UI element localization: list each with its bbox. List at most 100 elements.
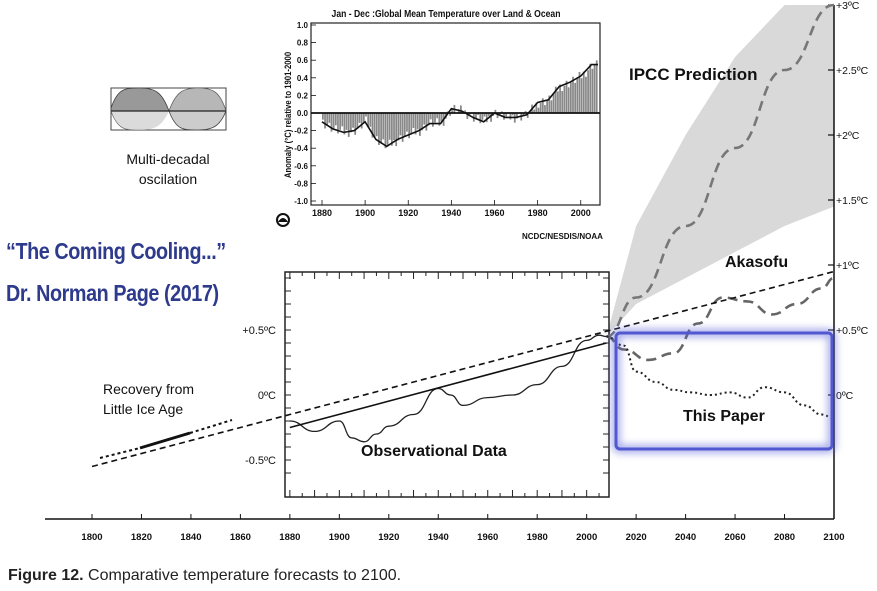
noaa-bar [347, 113, 350, 137]
noaa-bar [533, 109, 536, 113]
noaa-x-tick-label: 1900 [355, 208, 375, 218]
noaa-bar [509, 113, 512, 120]
observational-data-line [289, 334, 607, 443]
noaa-bar [358, 113, 361, 123]
noaa-bar [505, 113, 508, 117]
noaa-bar [468, 113, 471, 116]
noaa-bar [541, 98, 544, 113]
this-paper-label: This Paper [683, 408, 765, 425]
recovery-label-line1: Recovery from [103, 381, 194, 397]
noaa-bar [322, 113, 324, 120]
observational-trend-line [289, 342, 607, 429]
noaa-bars: 1.0 0.8 0.6 0.4 0.2 0.0 -0.2 -0.4 -0.6 -0.8 -1.0 18… [294, 21, 600, 218]
noaa-bar [576, 77, 579, 113]
noaa-bar [395, 113, 398, 147]
noaa-bar [526, 113, 529, 118]
noaa-bar [401, 113, 404, 142]
noaa-bar [345, 113, 348, 130]
noaa-bar [595, 60, 598, 113]
noaa-bar [587, 70, 589, 113]
noaa-bar [341, 113, 344, 127]
x-tick-label: 1940 [428, 532, 449, 543]
noaa-bar [565, 80, 568, 113]
noaa-bar [477, 113, 480, 115]
noaa-bar [352, 113, 354, 128]
noaa-bar [334, 113, 337, 126]
x-tick-label: 1900 [329, 532, 350, 543]
noaa-title: Jan - Dec :Global Mean Temperature over … [332, 8, 561, 19]
noaa-bar [535, 102, 538, 113]
noaa-bar [585, 76, 587, 113]
noaa-bar [593, 64, 596, 113]
right-tick-label: +0.5ºC [836, 325, 869, 337]
noaa-bar [589, 63, 592, 113]
noaa-bar [516, 113, 518, 119]
noaa-y-tick-label: 0.4 [297, 74, 309, 83]
caption-text: Comparative temperature forecasts to 210… [88, 567, 402, 584]
this-paper-highlight [614, 331, 834, 451]
figure-caption: Figure 12. Comparative temperature forec… [8, 567, 401, 585]
x-tick-label: 1880 [279, 532, 300, 543]
noaa-bar [408, 113, 411, 139]
noaa-bar [399, 113, 402, 136]
noaa-bar [339, 113, 342, 130]
noaa-bar [429, 113, 432, 120]
noaa-bar [414, 113, 417, 135]
noaa-bar [362, 113, 365, 123]
x-tick-label: 1920 [378, 532, 399, 543]
x-axis-ticks: 1800 1820 1840 1860 1880 1900 1920 1940 1960 1980… [81, 514, 845, 543]
noaa-bar [561, 91, 564, 113]
noaa-y-tick-label: 0.6 [297, 56, 309, 65]
noaa-bar [371, 113, 374, 138]
observational-inset [284, 271, 610, 498]
x-tick-label: 1820 [131, 532, 152, 543]
noaa-x-tick-label: 1920 [398, 208, 418, 218]
noaa-bar [365, 113, 367, 117]
akasofu-line [606, 276, 835, 362]
ipcc-prediction-line [606, 3, 835, 338]
series-layer [91, 3, 835, 468]
akasofu-label: Akasofu [725, 254, 788, 271]
noaa-bar [436, 113, 439, 119]
noaa-bar [483, 113, 486, 117]
observational-axis-ticks [285, 272, 609, 497]
noaa-bar [567, 87, 570, 113]
obs-y-tick-label: 0ºC [258, 390, 276, 402]
noaa-bar [524, 111, 527, 113]
noaa-bar [440, 113, 443, 122]
noaa-y-tick-label: 0.8 [297, 39, 309, 48]
noaa-bar [324, 113, 326, 129]
noaa-bar [537, 107, 540, 113]
noaa-bar [578, 71, 581, 113]
noaa-bar [554, 86, 557, 113]
noaa-bar [378, 113, 380, 146]
recovery-trend-segment [99, 419, 233, 459]
right-tick-label: +1.5ºC [836, 195, 869, 207]
noaa-bar [386, 113, 389, 146]
x-tick-label: 2040 [675, 532, 696, 543]
noaa-bar [330, 113, 333, 132]
noaa-bar [412, 113, 415, 128]
noaa-bar [384, 113, 387, 149]
noaa-bar [464, 110, 467, 113]
headline-author: Dr. Norman Page (2017) [6, 280, 219, 306]
observational-y-labels: +0.5ºC 0ºC -0.5ºC [242, 325, 276, 467]
obs-y-tick-label: +0.5ºC [242, 325, 276, 337]
noaa-bar [451, 108, 454, 113]
x-tick-label: 1840 [180, 532, 201, 543]
oscillation-icon [110, 87, 227, 131]
right-tick-label: +1ºC [836, 260, 860, 272]
noaa-bar [382, 113, 385, 140]
noaa-bar [380, 113, 382, 143]
ipcc-uncertainty-band [606, 5, 834, 337]
noaa-bar [550, 100, 553, 113]
noaa-y-tick-label: -0.2 [294, 127, 308, 136]
noaa-bar [582, 71, 585, 113]
oscillation-label-line2: oscilation [139, 171, 197, 187]
noaa-bar [388, 113, 391, 140]
recovery-label-line2: Little Ice Age [103, 401, 183, 417]
noaa-bar [591, 68, 594, 113]
noaa-x-tick-label: 2000 [571, 208, 591, 218]
ipcc-band [606, 5, 834, 337]
noaa-bar [580, 78, 583, 113]
